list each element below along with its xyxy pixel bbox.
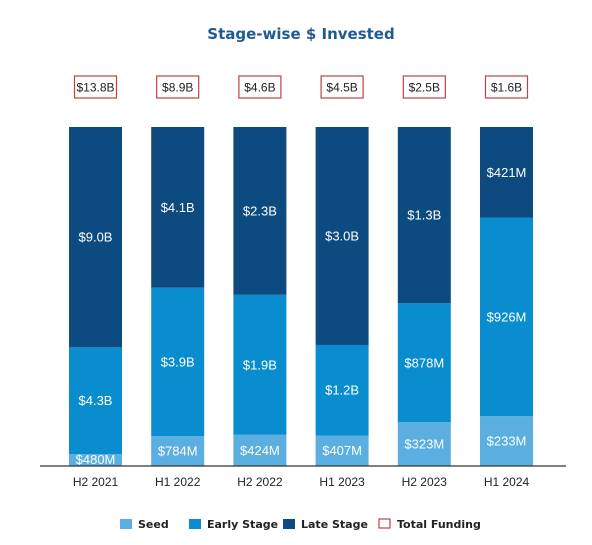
total-box-h2-2021 (73, 75, 118, 99)
bar-late-stage-h1-2022 (151, 127, 205, 288)
data-label-seed-h2-2023: $323M (404, 437, 444, 452)
data-label-late-stage-h1-2022: $4.1B (161, 200, 195, 215)
total-box-h1-2024 (484, 75, 529, 99)
total-label-h1-2023: $4.5B (326, 81, 357, 95)
legend-label-seed: Seed (138, 518, 169, 531)
total-box-h2-2022 (238, 75, 282, 99)
legend-swatch-early-stage (189, 519, 201, 529)
legend-swatch-late-stage (283, 519, 295, 529)
x-tick-h1-2024: H1 2024 (484, 475, 530, 489)
chart-title: Stage-wise $ Invested (207, 25, 394, 43)
legend-label-late-stage: Late Stage (301, 518, 368, 531)
bar-late-stage-h1-2023 (315, 127, 369, 345)
legend-label-early-stage: Early Stage (207, 518, 278, 531)
data-label-late-stage-h1-2023: $3.0B (325, 228, 359, 243)
total-label-h2-2023: $2.5B (409, 81, 440, 95)
data-label-late-stage-h1-2024: $421M (487, 165, 527, 180)
data-label-early-stage-h1-2022: $3.9B (161, 354, 195, 369)
legend-swatch-total-funding (378, 518, 391, 529)
data-label-seed-h1-2024: $233M (487, 434, 527, 449)
bar-early-stage-h1-2023 (315, 344, 369, 436)
bar-seed-h1-2024 (480, 416, 533, 466)
bar-seed-h1-2022 (151, 436, 205, 466)
data-label-seed-h1-2022: $784M (158, 444, 198, 459)
x-tick-h1-2022: H1 2022 (155, 475, 201, 489)
bar-early-stage-h2-2021 (69, 347, 122, 455)
bar-seed-h2-2021 (69, 454, 122, 466)
bar-seed-h1-2023 (315, 435, 369, 466)
bars-group: $480M $4.3B $9.0B $13.8B $784M $3.9B $4.1B $8.9… (69, 75, 533, 467)
legend-swatch-seed (120, 519, 132, 529)
total-label-h1-2022: $8.9B (162, 81, 193, 95)
data-label-early-stage-h1-2024: $926M (487, 309, 527, 324)
data-label-late-stage-h2-2021: $9.0B (79, 230, 113, 245)
bar-late-stage-h2-2021 (69, 127, 122, 348)
bar-early-stage-h1-2022 (151, 287, 205, 437)
data-label-seed-h2-2022: $424M (240, 443, 280, 458)
data-label-late-stage-h2-2023: $1.3B (407, 208, 441, 223)
total-box-h1-2023 (320, 75, 364, 99)
data-label-early-stage-h2-2021: $4.3B (79, 393, 113, 408)
total-label-h2-2022: $4.6B (244, 81, 275, 95)
x-tick-h2-2022: H2 2022 (237, 475, 283, 489)
x-tick-h2-2021: H2 2021 (73, 475, 119, 489)
data-label-seed-h1-2023: $407M (322, 443, 362, 458)
bar-seed-h2-2022 (233, 434, 287, 466)
bar-early-stage-h1-2024 (480, 217, 533, 417)
bar-seed-h2-2023 (397, 422, 451, 466)
data-label-early-stage-h2-2023: $878M (404, 355, 444, 370)
data-label-seed-h2-2021: $480M (76, 452, 116, 467)
x-tick-h2-2023: H2 2023 (402, 475, 448, 489)
bar-early-stage-h2-2023 (397, 303, 451, 423)
legend: Seed Early Stage Late Stage Total Funding (120, 518, 481, 531)
bar-late-stage-h2-2022 (233, 127, 287, 295)
total-label-h2-2021: $13.8B (76, 81, 114, 95)
data-label-late-stage-h2-2022: $2.3B (243, 203, 277, 218)
bar-late-stage-h1-2024 (480, 127, 533, 218)
legend-label-total-funding: Total Funding (397, 518, 481, 531)
data-label-early-stage-h2-2022: $1.9B (243, 357, 277, 372)
total-label-h1-2024: $1.6B (491, 81, 522, 95)
data-label-early-stage-h1-2023: $1.2B (325, 383, 359, 398)
x-tick-h1-2023: H1 2023 (319, 475, 365, 489)
x-tick-labels: H2 2021 H1 2022 H2 2022 H1 2023 H2 2023 H1 20… (73, 475, 530, 489)
total-box-h1-2022 (156, 75, 200, 99)
bar-early-stage-h2-2022 (233, 294, 287, 435)
bar-late-stage-h2-2023 (397, 127, 451, 304)
total-box-h2-2023 (402, 75, 446, 99)
